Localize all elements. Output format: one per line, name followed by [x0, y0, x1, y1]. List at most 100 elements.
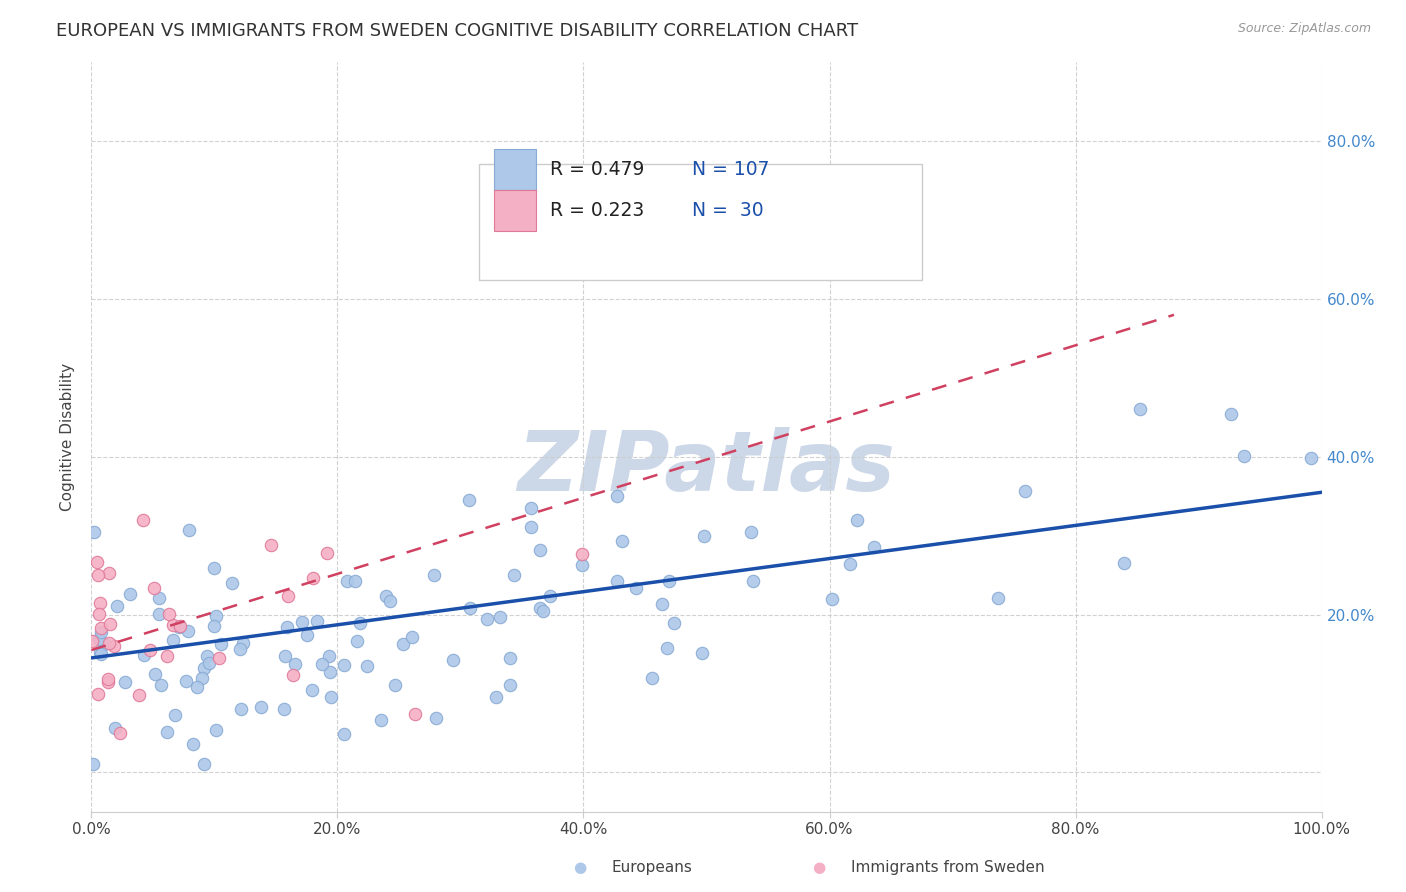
Point: [284, 657, 307, 672]
Point: [80, 634, 103, 648]
Point: [740, 524, 762, 539]
Point: [302, 571, 325, 585]
Point: [529, 600, 551, 615]
Point: [404, 707, 426, 722]
Point: [277, 589, 299, 603]
Point: [651, 597, 673, 611]
Point: [90, 621, 112, 635]
Point: [162, 617, 184, 632]
Point: [209, 637, 232, 651]
Point: [157, 607, 180, 621]
Point: [193, 757, 215, 772]
Point: [231, 636, 253, 650]
Text: Immigrants from Sweden: Immigrants from Sweden: [851, 860, 1045, 874]
Point: [103, 640, 125, 654]
Point: [128, 688, 150, 702]
Point: [319, 665, 342, 679]
Point: [86, 687, 108, 701]
Point: [1014, 484, 1036, 499]
Text: ZIPatlas: ZIPatlas: [517, 426, 896, 508]
Point: [624, 582, 647, 596]
Point: [457, 493, 479, 508]
Point: [571, 558, 593, 573]
Text: R = 0.479: R = 0.479: [550, 160, 644, 178]
Point: [132, 513, 155, 527]
Point: [118, 587, 141, 601]
Point: [458, 600, 481, 615]
Point: [89, 632, 111, 646]
Bar: [494, 190, 536, 231]
Point: [90, 625, 112, 640]
Point: [606, 489, 628, 503]
Point: [374, 589, 396, 603]
Point: [143, 667, 166, 681]
Point: [148, 591, 170, 606]
Point: [181, 737, 204, 751]
Point: [863, 540, 886, 554]
Point: [197, 648, 219, 663]
Point: [98, 636, 121, 650]
Y-axis label: Cognitive Disability: Cognitive Disability: [60, 363, 76, 511]
Point: [1299, 451, 1322, 466]
Point: [114, 675, 136, 690]
Point: [193, 661, 215, 675]
Point: [169, 618, 191, 632]
Point: [250, 700, 273, 714]
Point: [356, 659, 378, 673]
Point: [318, 649, 340, 664]
Text: R = 0.223: R = 0.223: [550, 201, 644, 220]
Text: Source: ZipAtlas.com: Source: ZipAtlas.com: [1237, 22, 1371, 36]
Point: [291, 615, 314, 629]
Point: [97, 674, 120, 689]
Point: [139, 642, 162, 657]
Point: [82, 757, 104, 772]
Point: [336, 574, 359, 589]
Point: [204, 609, 226, 624]
Point: [229, 642, 252, 657]
Point: [174, 674, 197, 689]
Point: [177, 624, 200, 639]
Point: [100, 617, 122, 632]
Point: [231, 702, 253, 716]
Point: [311, 657, 333, 671]
Point: [156, 725, 179, 739]
Point: [690, 646, 713, 660]
Point: [425, 711, 447, 725]
Point: [441, 652, 464, 666]
Point: [333, 658, 356, 673]
Point: [301, 682, 323, 697]
Point: [846, 513, 869, 527]
Text: N =  30: N = 30: [692, 201, 763, 220]
Point: [108, 726, 131, 740]
Point: [295, 627, 318, 641]
Point: [741, 574, 763, 588]
Point: [281, 667, 304, 681]
Point: [97, 566, 120, 581]
Text: ●: ●: [572, 860, 586, 874]
Point: [606, 574, 628, 589]
Point: [89, 596, 111, 610]
Point: [83, 524, 105, 539]
Point: [208, 651, 231, 665]
Point: [503, 568, 526, 582]
Point: [221, 576, 243, 591]
Point: [692, 528, 714, 542]
Bar: [494, 149, 536, 190]
Point: [107, 599, 129, 613]
Point: [163, 708, 186, 723]
Point: [529, 543, 551, 558]
Point: [1129, 402, 1152, 417]
Text: N = 107: N = 107: [692, 160, 769, 178]
Point: [489, 610, 512, 624]
Point: [87, 568, 110, 582]
Point: [307, 615, 329, 629]
Point: [191, 671, 214, 685]
Point: [380, 594, 402, 608]
Point: [276, 620, 298, 634]
Point: [274, 649, 297, 664]
Point: [162, 633, 184, 648]
Point: [260, 538, 283, 552]
Point: [641, 671, 664, 685]
Point: [90, 647, 112, 661]
Point: [86, 555, 108, 569]
